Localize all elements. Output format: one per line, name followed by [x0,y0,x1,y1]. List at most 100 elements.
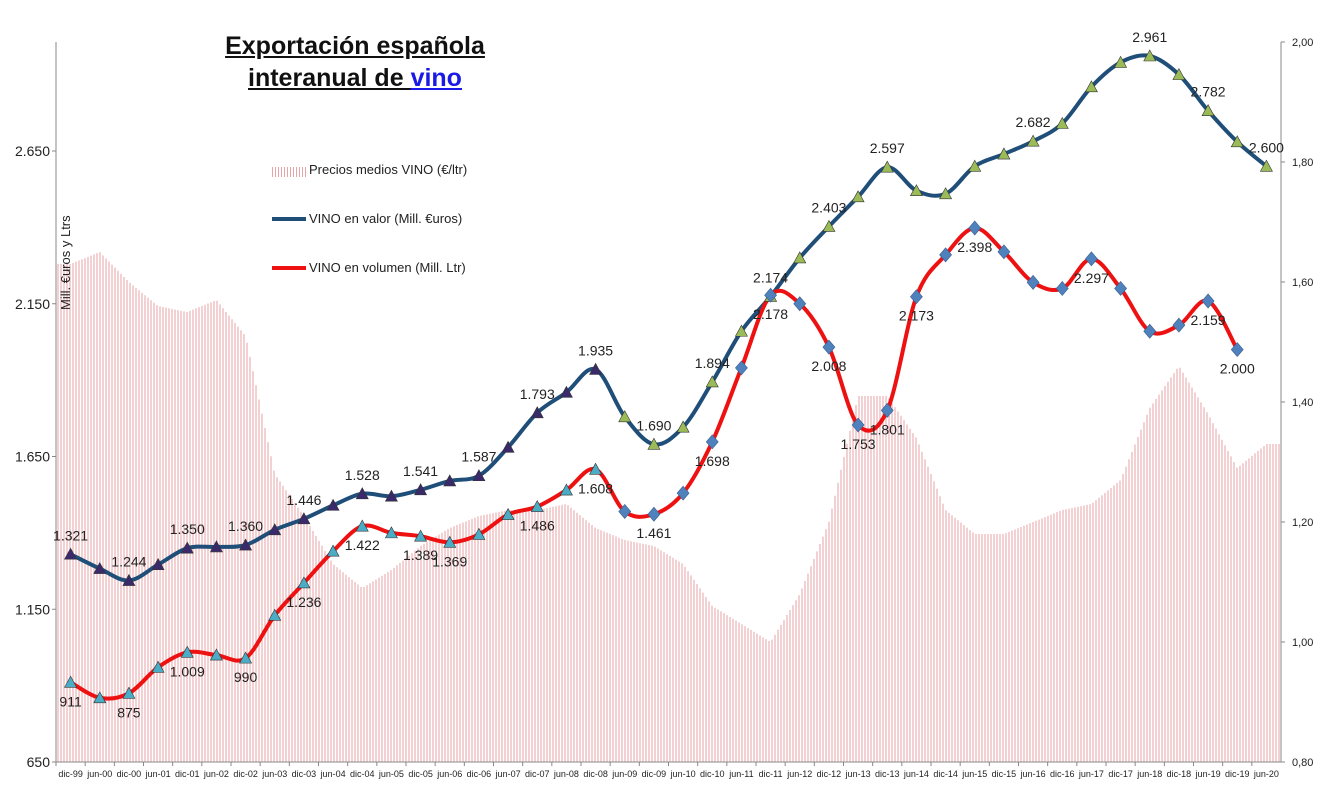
volume-data-label: 875 [117,704,141,720]
volume-data-label: 1.608 [578,480,613,496]
volume-marker [239,651,253,664]
value-marker [1201,104,1215,116]
volume-marker [705,434,719,450]
x-tick-label: jun-05 [378,769,404,779]
value-data-label: 1.541 [403,463,438,479]
value-data-label: 1.360 [228,518,263,534]
value-data-label: 1.587 [461,449,496,465]
x-tick-label: dic-03 [292,769,317,779]
series-markers [64,49,1273,704]
y-right-tick-label: 2,00 [1292,37,1313,49]
x-tick-label: dic-07 [525,769,550,779]
x-tick-label: jun-13 [845,769,871,779]
volume-data-label: 1.422 [345,537,380,553]
volume-marker [764,287,777,303]
volume-marker [735,360,748,376]
volume-marker [1230,342,1244,358]
x-tick-label: dic-08 [583,769,608,779]
volume-data-label: 2.008 [811,358,846,374]
volume-marker [793,296,807,312]
value-marker [384,489,398,502]
value-data-label: 2.403 [811,199,846,215]
volume-data-label: 1.369 [432,553,467,569]
value-data-label: 1.894 [695,355,730,371]
legend-item-volume: VINO en volumen (Mill. Ltr) [272,260,467,309]
x-tick-label: dic-18 [1167,769,1192,779]
volume-marker [559,483,573,496]
x-tick-label: dic-11 [759,769,783,779]
data-labels: 1.321 1.244 1.350 1.360 1.446 1.528 1.541 1.587… [53,29,1284,720]
volume-marker [64,675,78,688]
value-marker [822,219,836,232]
volume-marker [676,485,690,501]
value-data-label: 2.174 [753,269,788,285]
legend-swatch-volume [272,266,306,270]
value-marker [676,420,690,433]
value-marker [939,187,953,200]
x-tick-label: jun-01 [145,769,171,779]
volume-marker [997,244,1011,260]
volume-marker [151,660,165,673]
volume-line [69,225,1240,701]
volume-marker [93,691,107,704]
x-tick-label: dic-01 [175,769,200,779]
value-marker [93,561,107,574]
value-marker [443,474,457,487]
volume-marker [355,519,369,532]
x-tick-label: dic-99 [58,769,83,779]
volume-marker [122,686,136,699]
value-data-label: 2.682 [1016,114,1051,130]
y-right-tick-label: 1,40 [1292,397,1313,409]
volume-marker [880,402,894,418]
volume-data-label: 1.486 [520,518,555,534]
x-tick-label: dic-19 [1225,769,1250,779]
volume-data-label: 2.398 [957,239,992,255]
volume-data-label: 2.178 [753,306,788,322]
volume-data-label: 1.389 [403,547,438,563]
legend: Precios medios VINO (€/ltr) VINO en valo… [272,162,467,309]
x-tick-label: jun-00 [86,769,112,779]
volume-marker [1143,323,1157,339]
value-marker [1084,80,1098,93]
x-tick-label: jun-08 [553,769,579,779]
volume-marker [268,608,282,621]
legend-label-value: VINO en valor (Mill. €uros) [309,211,463,226]
x-tick-label: jun-17 [1078,769,1104,779]
y-axis-label: Mill. €uros y Ltrs [58,215,73,310]
x-tick-label: dic-15 [992,769,1017,779]
volume-marker [384,526,398,539]
volume-marker [1055,281,1069,296]
volume-marker [1172,317,1186,333]
value-marker [559,385,573,398]
volume-marker [1085,251,1098,267]
volume-data-label: 1.698 [695,453,730,469]
value-marker [618,410,632,423]
volume-data-label: 1.801 [870,421,905,437]
value-marker [1172,67,1186,80]
y-right-tick-label: 1,60 [1292,277,1313,289]
y-right-tick-label: 1,00 [1292,637,1313,649]
legend-label-volume: VINO en volumen (Mill. Ltr) [309,260,466,275]
x-tick-label: jun-12 [786,769,812,779]
price-bars [57,252,1280,762]
y-left-tick-label: 650 [27,754,51,770]
x-tick-label: jun-06 [436,769,462,779]
value-data-label: 1.244 [111,554,146,570]
chart-title: Exportación española interanual de vino [190,30,520,94]
value-marker [180,541,194,554]
y-right-tick-label: 0,80 [1292,757,1313,769]
x-tick-label: jun-14 [903,769,929,779]
volume-marker [910,289,923,305]
value-data-label: 2.600 [1249,139,1284,155]
x-tick-label: jun-07 [495,769,521,779]
value-marker [589,362,603,375]
value-marker [530,406,544,419]
legend-label-prices: Precios medios VINO (€/ltr) [309,162,468,177]
value-marker [997,147,1011,160]
volume-marker [472,527,486,540]
volume-marker [968,220,982,236]
y-right-tick-label: 1,20 [1292,517,1313,529]
value-marker [297,512,311,525]
x-tick-label: dic-17 [1108,769,1133,779]
